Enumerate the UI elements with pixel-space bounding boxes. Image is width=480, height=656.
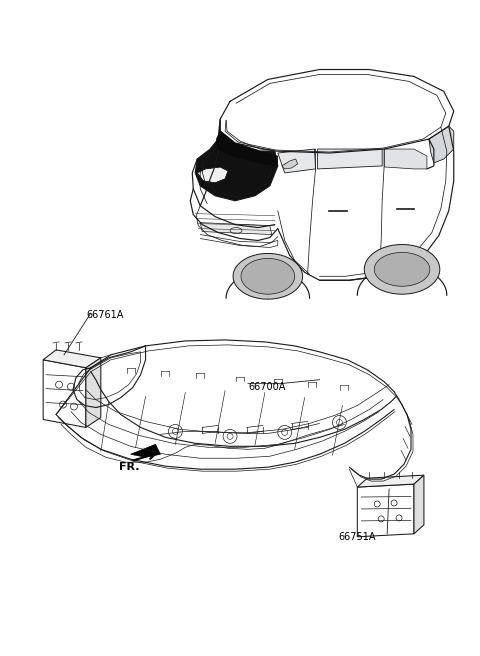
- Polygon shape: [195, 119, 278, 201]
- Polygon shape: [216, 131, 278, 166]
- Polygon shape: [374, 253, 430, 286]
- Polygon shape: [282, 159, 298, 169]
- Polygon shape: [43, 359, 86, 428]
- Text: 66700A: 66700A: [248, 382, 285, 392]
- Polygon shape: [364, 245, 440, 294]
- Polygon shape: [357, 475, 424, 487]
- Text: FR.: FR.: [119, 462, 139, 472]
- Polygon shape: [131, 444, 160, 457]
- Polygon shape: [233, 253, 302, 299]
- Polygon shape: [197, 167, 228, 183]
- Polygon shape: [429, 126, 454, 163]
- Polygon shape: [414, 475, 424, 534]
- Polygon shape: [384, 149, 427, 169]
- Polygon shape: [86, 358, 101, 428]
- Polygon shape: [200, 222, 272, 235]
- Polygon shape: [43, 350, 101, 368]
- Text: 66761A: 66761A: [86, 310, 123, 320]
- Text: 66751A: 66751A: [338, 532, 376, 542]
- Polygon shape: [278, 149, 315, 173]
- Polygon shape: [357, 484, 414, 537]
- Polygon shape: [318, 149, 382, 169]
- Polygon shape: [241, 258, 295, 294]
